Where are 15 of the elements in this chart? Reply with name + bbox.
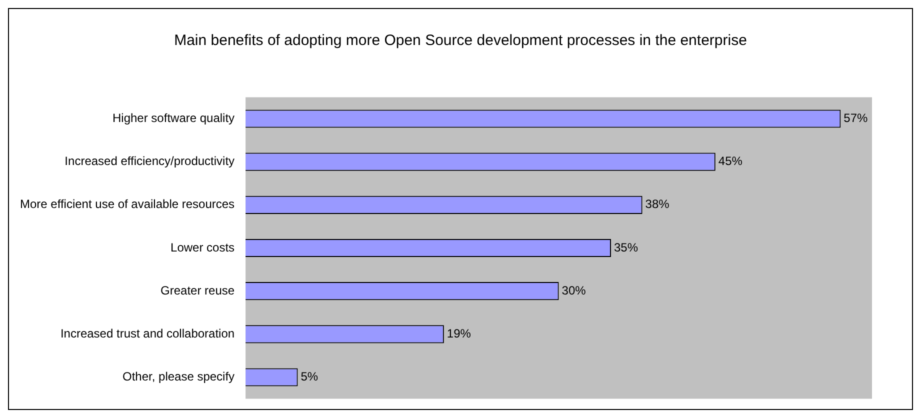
data-label: 35%: [614, 240, 638, 254]
y-tick-label: Higher software quality: [112, 111, 235, 126]
y-tick-label: Lower costs: [170, 240, 235, 254]
data-label: 45%: [718, 154, 743, 168]
y-tick-label: Other, please specify: [122, 370, 235, 384]
data-label: 38%: [645, 197, 670, 212]
data-label: 30%: [562, 283, 586, 298]
chart-title: Main benefits of adopting more Open Source development processes in the enterprise: [173, 31, 748, 51]
y-tick-label: More efficient use of available resources: [20, 197, 235, 212]
y-tick-label: Increased trust and collaboration: [60, 326, 235, 340]
y-tick-label: Greater reuse: [160, 283, 235, 298]
data-label: 57%: [844, 111, 868, 126]
y-tick-label: Increased efficiency/productivity: [64, 154, 235, 168]
data-label: 5%: [300, 370, 318, 384]
data-label: 19%: [446, 326, 472, 340]
